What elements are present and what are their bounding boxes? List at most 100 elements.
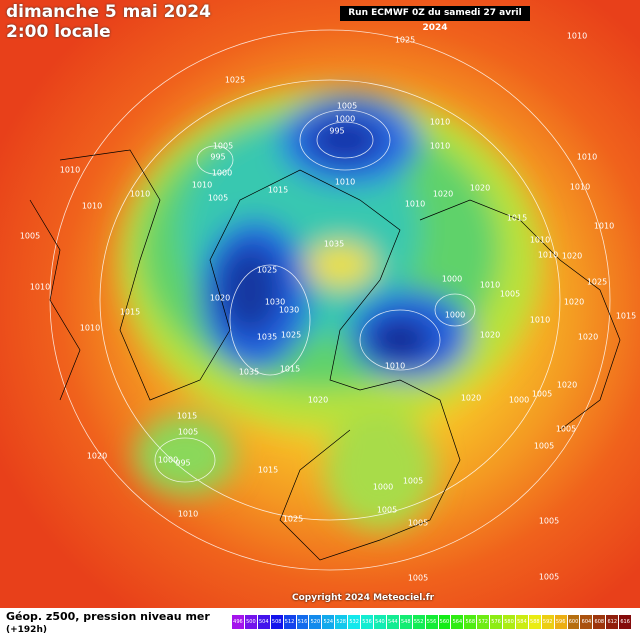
pressure-label: 1010	[570, 183, 590, 192]
pressure-label: 1020	[578, 333, 598, 342]
coastlines	[29, 149, 621, 561]
pressure-label: 1035	[324, 240, 344, 249]
pressure-label: 1000	[335, 115, 355, 124]
colorbar-cell: 540	[373, 615, 387, 629]
pressure-label: 1020	[562, 252, 582, 261]
pressure-label: 1010	[430, 118, 450, 127]
pressure-label: 1025	[225, 76, 245, 85]
pressure-label: 995	[210, 153, 225, 162]
pressure-label: 1010	[577, 153, 597, 162]
colorbar-cell: 524	[322, 615, 336, 629]
pressure-label: 1010	[430, 142, 450, 151]
colorbar-cell: 556	[425, 615, 439, 629]
pressure-label: 1005	[213, 142, 233, 151]
pressure-label: 1025	[587, 278, 607, 287]
colorbar-cell: 584	[515, 615, 529, 629]
colorbar-cell: 576	[490, 615, 504, 629]
pressure-label: 1010	[530, 236, 550, 245]
colorbar-cell: 616	[619, 615, 633, 629]
pressure-label: 1000	[445, 311, 465, 320]
lead-time: (+192h)	[6, 625, 47, 635]
map-time: 2:00 locale	[6, 22, 111, 42]
pressure-label: 1010	[80, 324, 100, 333]
colorbar-cell: 536	[361, 615, 374, 629]
map-date: dimanche 5 mai 2024	[6, 2, 211, 22]
pressure-label: 1030	[265, 298, 285, 307]
colorbar-cell: 604	[580, 615, 594, 629]
pressure-label: 1005	[208, 194, 228, 203]
pressure-label: 1005	[556, 425, 576, 434]
pressure-label: 1015	[616, 312, 636, 321]
pressure-label: 1015	[177, 412, 197, 421]
pressure-label: 1005	[408, 519, 428, 528]
colorbar-cell: 600	[567, 615, 581, 629]
colorbar-cell: 532	[348, 615, 362, 629]
colorbar-cell: 504	[257, 615, 271, 629]
colorbar-cell: 608	[593, 615, 607, 629]
pressure-label: 1010	[130, 190, 150, 199]
colorbar-cell: 548	[399, 615, 413, 629]
pressure-label: 1020	[557, 381, 577, 390]
pressure-label: 1030	[279, 306, 299, 315]
pressure-label: 1010	[405, 200, 425, 209]
pressure-label: 1020	[461, 394, 481, 403]
caption: Géop. z500, pression niveau mer	[6, 610, 210, 623]
pressure-label: 1000	[212, 169, 232, 178]
pressure-label: 1015	[268, 186, 288, 195]
pressure-label: 1005	[408, 574, 428, 583]
colorbar-cell: 528	[335, 615, 349, 629]
run-info: Run ECMWF 0Z du samedi 27 avril 2024	[340, 6, 530, 33]
pressure-label: 1005	[20, 232, 40, 241]
colorbar-cell: 520	[309, 615, 323, 629]
colorbar-cell: 580	[503, 615, 516, 629]
pressure-label: 1005	[377, 506, 397, 515]
pressure-label: 1005	[534, 442, 554, 451]
pressure-label: 995	[175, 459, 190, 468]
pressure-label: 1010	[82, 202, 102, 211]
pressure-label: 1010	[178, 510, 198, 519]
pressure-label: 1010	[480, 281, 500, 290]
pressure-label: 1010	[30, 283, 50, 292]
copyright: Copyright 2024 Meteociel.fr	[292, 593, 435, 603]
pressure-label: 1010	[192, 181, 212, 190]
colorbar-cell: 496	[232, 615, 245, 629]
pressure-label: 1035	[257, 333, 277, 342]
pressure-label: 1035	[239, 368, 259, 377]
colorbar-cell: 508	[270, 615, 284, 629]
pressure-label: 1005	[532, 390, 552, 399]
pressure-label: 1020	[433, 190, 453, 199]
colorbar-cell: 592	[541, 615, 555, 629]
pressure-label: 1015	[507, 214, 527, 223]
colorbar-cell: 612	[606, 615, 620, 629]
pressure-label: 1025	[257, 266, 277, 275]
colorbar-cell: 572	[477, 615, 491, 629]
pressure-label: 1000	[373, 483, 393, 492]
pressure-label: 1010	[538, 251, 558, 260]
colorbar-cell: 544	[386, 615, 400, 629]
pressure-label: 1005	[539, 573, 559, 582]
pressure-label: 1010	[385, 362, 405, 371]
colorbar-cell: 560	[438, 615, 452, 629]
pressure-label: 1010	[594, 222, 614, 231]
colorbar-cell: 500	[244, 615, 258, 629]
colorbar-cell: 588	[528, 615, 542, 629]
pressure-label: 1010	[60, 166, 80, 175]
pressure-label: 1005	[337, 102, 357, 111]
pressure-label: 1010	[567, 32, 587, 41]
colorbar-cell: 568	[464, 615, 478, 629]
pressure-label: 1015	[120, 308, 140, 317]
colorbar-cell: 552	[412, 615, 426, 629]
pressure-label: 1020	[470, 184, 490, 193]
pressure-label: 1025	[395, 36, 415, 45]
pressure-label: 1005	[178, 428, 198, 437]
colorbar-cell: 596	[554, 615, 568, 629]
pressure-label: 1000	[442, 275, 462, 284]
pressure-label: 1015	[258, 466, 278, 475]
pressure-label: 1010	[335, 178, 355, 187]
pressure-label: 1005	[403, 477, 423, 486]
pressure-label: 1020	[210, 294, 230, 303]
pressure-label: 1010	[530, 316, 550, 325]
pressure-label: 1020	[480, 331, 500, 340]
pressure-label: 1000	[509, 396, 529, 405]
